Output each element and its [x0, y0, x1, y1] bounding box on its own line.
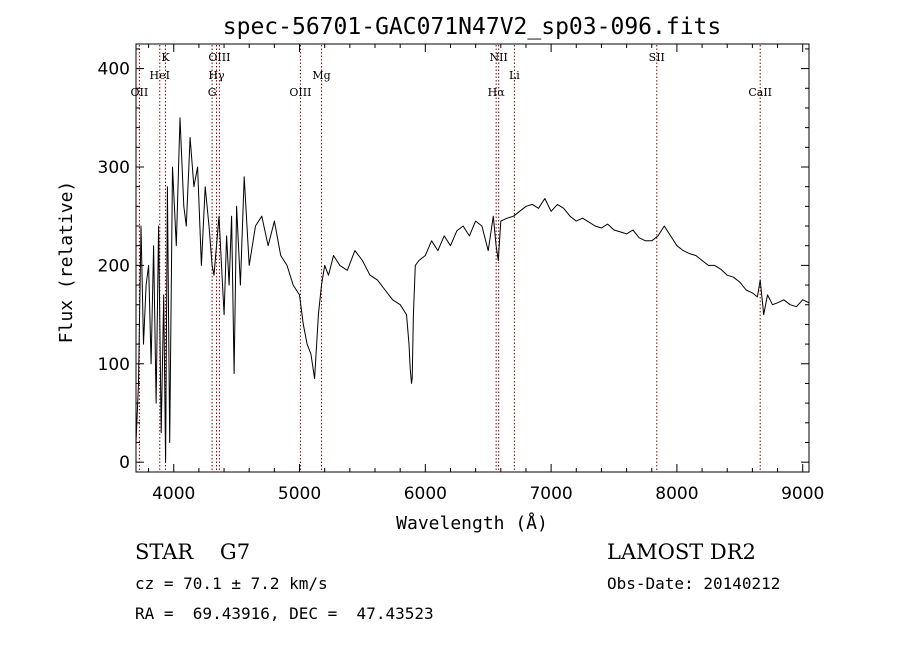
ra-dec: RA = 69.43916, DEC = 47.43523 — [135, 604, 434, 623]
spectrum-series — [135, 117, 810, 463]
y-tick-label-2: 200 — [98, 256, 130, 276]
line-label-5: G — [208, 86, 217, 99]
x-tick-label-2: 6000 — [404, 484, 447, 504]
x-tick-label-0: 4000 — [152, 484, 195, 504]
line-label-4: Hγ — [208, 69, 225, 82]
line-label-8: NII — [490, 51, 508, 64]
line-label-11: SII — [649, 51, 665, 64]
spectral-line-markers — [138, 45, 761, 471]
y-tick-label-0: 0 — [119, 453, 130, 473]
y-axis-label: Flux (relative) — [56, 181, 77, 344]
line-label-2: K — [161, 51, 170, 64]
object-class: STAR G7 — [135, 540, 251, 564]
chart-title: spec-56701-GAC071N47V2_sp03-096.fits — [223, 14, 722, 40]
line-label-6: OIII — [289, 86, 311, 99]
y-tick-label-1: 100 — [98, 355, 130, 375]
y-tick-label-4: 400 — [98, 60, 130, 80]
line-label-7: Mg — [312, 69, 330, 82]
x-tick-label-5: 9000 — [781, 484, 824, 504]
line-label-0: OII — [131, 86, 149, 99]
redshift-cz: cz = 70.1 ± 7.2 km/s — [135, 574, 328, 593]
line-label-1: HeI — [150, 69, 170, 82]
x-tick-label-4: 8000 — [655, 484, 698, 504]
y-axis: 0 100 200 300 400 — [98, 48, 809, 473]
line-label-3: OIII — [208, 51, 230, 64]
x-axis: 4000 5000 6000 7000 8000 9000 — [148, 44, 824, 504]
survey-name: LAMOST DR2 — [607, 540, 756, 564]
x-tick-label-3: 7000 — [529, 484, 572, 504]
line-label-9: Hα — [488, 86, 506, 99]
y-tick-label-3: 300 — [98, 158, 130, 178]
line-label-12: CaII — [748, 86, 772, 99]
x-tick-label-1: 5000 — [278, 484, 321, 504]
line-label-10: Li — [509, 69, 520, 82]
obs-date: Obs-Date: 20140212 — [607, 574, 781, 593]
plot-frame — [135, 43, 810, 473]
x-axis-label: Wavelength (Å) — [396, 512, 548, 534]
spectrum-line — [135, 117, 810, 463]
